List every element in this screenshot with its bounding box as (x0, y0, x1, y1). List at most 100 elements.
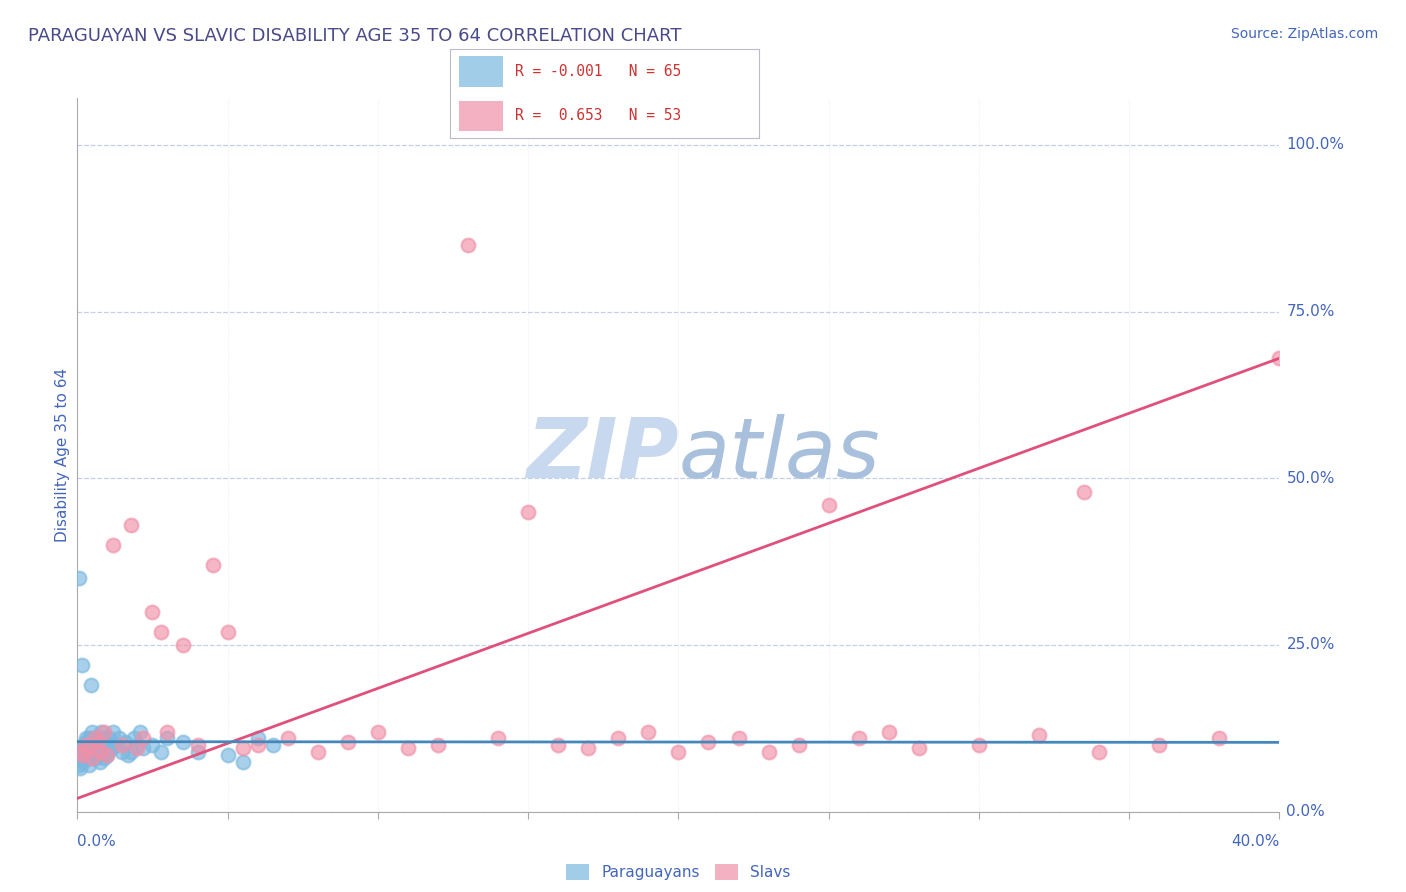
Text: R = -0.001   N = 65: R = -0.001 N = 65 (515, 64, 681, 78)
Bar (460, 56, 502, 87)
Point (83, 745, 105, 759)
Point (132, 731, 155, 746)
Point (111, 745, 134, 759)
Point (232, 755, 254, 769)
Point (96, 747, 118, 762)
Point (127, 741, 149, 756)
Point (69, 745, 91, 759)
Text: atlas: atlas (679, 415, 880, 495)
Point (111, 738, 134, 752)
Point (70, 747, 93, 762)
Point (547, 738, 569, 752)
Point (105, 738, 128, 752)
Text: 100.0%: 100.0% (1286, 137, 1344, 153)
Point (1268, 351, 1291, 366)
Point (697, 734, 720, 748)
Point (70, 745, 93, 759)
Point (908, 741, 931, 756)
Point (101, 741, 124, 756)
Point (73, 751, 96, 765)
Point (84, 731, 107, 746)
Point (758, 745, 780, 759)
Text: ZIP: ZIP (526, 415, 679, 495)
Point (427, 738, 450, 752)
Point (367, 724, 389, 739)
Point (246, 738, 269, 752)
Point (76, 747, 98, 762)
Point (79, 738, 101, 752)
Legend: Paraguayans, Slavs: Paraguayans, Slavs (560, 858, 797, 886)
Point (93, 751, 115, 765)
Point (217, 747, 239, 762)
Point (75, 734, 97, 748)
Point (262, 738, 284, 752)
Point (967, 738, 990, 752)
Point (87, 747, 110, 762)
Point (150, 624, 173, 639)
Point (217, 624, 239, 639)
Point (69, 761, 91, 775)
Point (186, 738, 209, 752)
Point (201, 558, 224, 572)
Point (87, 741, 110, 756)
Point (103, 724, 125, 739)
Point (156, 724, 179, 739)
Point (1208, 731, 1230, 746)
Point (96, 747, 118, 762)
Text: 50.0%: 50.0% (1286, 471, 1334, 486)
Point (72, 747, 94, 762)
Point (84, 751, 107, 765)
Point (93, 724, 115, 739)
Point (91, 738, 114, 752)
Point (576, 741, 599, 756)
Point (75, 731, 97, 746)
Point (127, 738, 149, 752)
Bar (460, 101, 502, 131)
Point (76, 745, 98, 759)
Point (83, 734, 105, 748)
Text: PARAGUAYAN VS SLAVIC DISABILITY AGE 35 TO 64 CORRELATION CHART: PARAGUAYAN VS SLAVIC DISABILITY AGE 35 T… (28, 27, 682, 45)
Text: R =  0.653   N = 53: R = 0.653 N = 53 (515, 109, 681, 123)
Point (67, 571, 90, 585)
Point (75, 738, 97, 752)
Point (607, 731, 630, 746)
Text: 0.0%: 0.0% (77, 834, 117, 849)
Point (186, 745, 209, 759)
Point (124, 731, 146, 746)
Text: 0.0%: 0.0% (1286, 805, 1326, 819)
Point (1149, 738, 1171, 752)
Point (69, 751, 91, 765)
Point (82, 724, 104, 739)
Text: 40.0%: 40.0% (1232, 834, 1279, 849)
Point (72, 738, 94, 752)
Point (156, 731, 179, 746)
Point (86, 731, 108, 746)
Point (82, 751, 104, 765)
Text: 75.0%: 75.0% (1286, 304, 1334, 319)
Y-axis label: Disability Age 35 to 64: Disability Age 35 to 64 (55, 368, 70, 542)
Point (80, 751, 103, 765)
Point (637, 724, 659, 739)
Point (79, 731, 101, 746)
Point (100, 738, 122, 752)
Point (97, 731, 120, 746)
Point (129, 724, 152, 739)
Point (90, 745, 112, 759)
Point (457, 237, 479, 252)
Point (396, 741, 419, 756)
Point (108, 731, 131, 746)
Point (727, 731, 749, 746)
Point (94, 731, 117, 746)
Point (80, 678, 103, 692)
Point (90, 724, 112, 739)
Point (96, 745, 118, 759)
Text: Source: ZipAtlas.com: Source: ZipAtlas.com (1230, 27, 1378, 41)
Point (150, 745, 173, 759)
Point (877, 724, 900, 739)
Point (277, 731, 299, 746)
Point (93, 741, 115, 756)
Point (120, 518, 142, 533)
Point (87, 738, 110, 752)
Point (1028, 728, 1050, 742)
Point (67, 758, 90, 772)
